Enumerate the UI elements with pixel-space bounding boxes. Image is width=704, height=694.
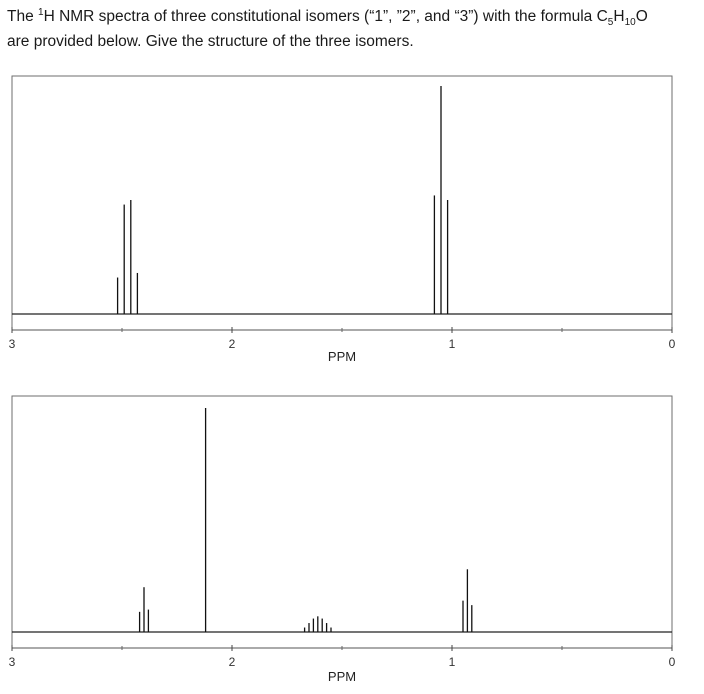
question-line-2: are provided below. Give the structure o… (7, 33, 414, 50)
nmr-spectrum-2: 3 2 1 0 PPM (9, 395, 676, 684)
nmr-spectrum-1: 3 2 1 0 PPM (9, 75, 676, 364)
hydrogen-subscript: 10 (624, 17, 636, 29)
x-axis-label: PPM (328, 349, 356, 364)
tick-label-1: 1 (449, 337, 456, 351)
tick-label-2: 2 (229, 337, 236, 351)
tick-label-2: 2 (229, 655, 236, 669)
tick-label-0: 0 (669, 337, 676, 351)
carbon-subscript: 5 (607, 17, 614, 29)
tick-label-3: 3 (9, 655, 16, 669)
question-line-1: The 1H NMR spectra of three constitution… (7, 6, 648, 29)
tick-label-1: 1 (449, 655, 456, 669)
plot-frame (11, 395, 673, 649)
question-text: The 1H NMR spectra of three constitution… (7, 4, 699, 54)
x-axis-label: PPM (328, 669, 356, 684)
tick-label-0: 0 (669, 655, 676, 669)
isotope-superscript: 1 (38, 6, 44, 18)
plot-frame (11, 75, 673, 331)
tick-label-3: 3 (9, 337, 16, 351)
